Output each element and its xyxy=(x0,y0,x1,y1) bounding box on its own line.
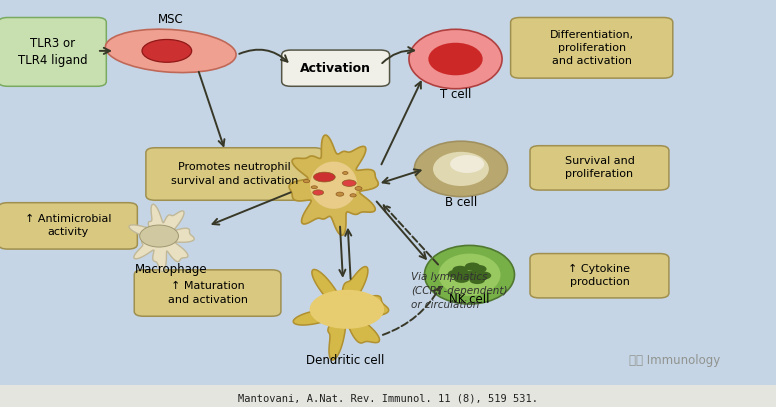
Text: Macrophage: Macrophage xyxy=(134,263,207,276)
Text: Survival and
proliferation: Survival and proliferation xyxy=(564,156,635,179)
Text: 闲谈 Immunology: 闲谈 Immunology xyxy=(629,354,721,367)
Text: MSC: MSC xyxy=(158,13,184,26)
Polygon shape xyxy=(310,162,357,209)
Ellipse shape xyxy=(476,271,491,280)
Ellipse shape xyxy=(303,179,310,183)
Ellipse shape xyxy=(336,192,344,196)
Ellipse shape xyxy=(140,225,178,247)
Ellipse shape xyxy=(311,186,317,189)
FancyBboxPatch shape xyxy=(530,254,669,298)
Text: Dendritic cell: Dendritic cell xyxy=(307,354,384,367)
Text: Differentiation,
proliferation
and activation: Differentiation, proliferation and activ… xyxy=(549,30,634,66)
Ellipse shape xyxy=(342,180,356,186)
Ellipse shape xyxy=(433,152,489,186)
FancyBboxPatch shape xyxy=(0,203,137,249)
Ellipse shape xyxy=(314,172,335,182)
FancyBboxPatch shape xyxy=(282,50,390,86)
Ellipse shape xyxy=(465,263,480,271)
FancyBboxPatch shape xyxy=(0,18,106,86)
Text: Promotes neutrophil
survival and activation: Promotes neutrophil survival and activat… xyxy=(171,162,299,186)
Ellipse shape xyxy=(471,265,487,273)
Polygon shape xyxy=(129,204,194,271)
Ellipse shape xyxy=(428,43,483,75)
Ellipse shape xyxy=(454,275,469,283)
Ellipse shape xyxy=(452,266,468,274)
Ellipse shape xyxy=(450,155,484,173)
Ellipse shape xyxy=(142,39,192,62)
Text: B cell: B cell xyxy=(445,196,477,209)
Text: T cell: T cell xyxy=(440,88,471,101)
Ellipse shape xyxy=(409,29,502,89)
Ellipse shape xyxy=(414,141,508,197)
Polygon shape xyxy=(289,135,378,235)
Ellipse shape xyxy=(438,254,501,296)
Ellipse shape xyxy=(310,290,384,329)
Text: TLR3 or
TLR4 ligand: TLR3 or TLR4 ligand xyxy=(18,37,87,67)
FancyBboxPatch shape xyxy=(511,18,673,78)
Ellipse shape xyxy=(448,270,463,278)
Text: ↑ Maturation
and activation: ↑ Maturation and activation xyxy=(168,281,248,305)
Ellipse shape xyxy=(313,190,324,195)
Ellipse shape xyxy=(462,271,477,279)
FancyBboxPatch shape xyxy=(134,270,281,316)
Ellipse shape xyxy=(350,194,356,197)
Polygon shape xyxy=(293,267,389,360)
Text: NK cell: NK cell xyxy=(449,293,490,306)
FancyBboxPatch shape xyxy=(0,385,776,407)
Text: Mantovani, A.Nat. Rev. Immunol. 11 (8), 519 531.: Mantovani, A.Nat. Rev. Immunol. 11 (8), … xyxy=(238,393,538,403)
Ellipse shape xyxy=(424,245,514,304)
Text: ↑ Antimicrobial
activity: ↑ Antimicrobial activity xyxy=(25,214,111,238)
Ellipse shape xyxy=(106,29,236,72)
Ellipse shape xyxy=(355,186,362,190)
FancyBboxPatch shape xyxy=(530,146,669,190)
Text: Via lymphatics
(CCR7-dependent)
or circulation: Via lymphatics (CCR7-dependent) or circu… xyxy=(411,272,508,310)
Ellipse shape xyxy=(469,276,485,284)
FancyBboxPatch shape xyxy=(146,148,324,200)
Text: Activation: Activation xyxy=(300,62,371,74)
Text: ↑ Cytokine
production: ↑ Cytokine production xyxy=(569,264,630,287)
Ellipse shape xyxy=(342,172,348,174)
